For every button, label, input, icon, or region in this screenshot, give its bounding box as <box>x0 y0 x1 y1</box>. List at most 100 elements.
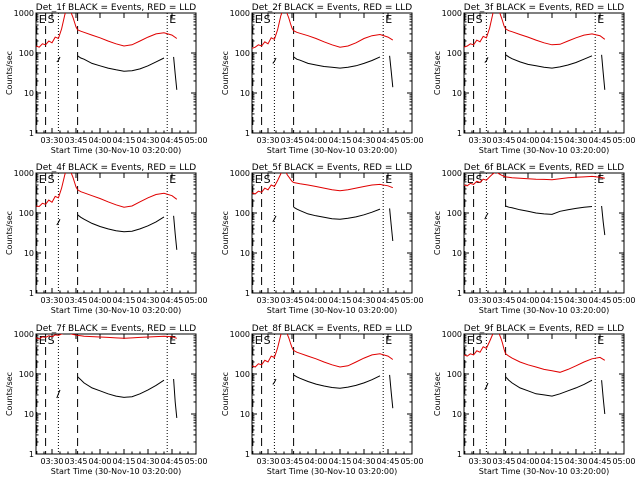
marker-label: S <box>264 13 271 26</box>
x-tick-label: 04:30 <box>564 457 587 466</box>
x-tick-label: 03:30 <box>468 457 491 466</box>
panel-5: Det_5f BLACK = Events, RED = LLD 1 10 100 10… <box>221 163 424 315</box>
x-tick-label: 05:00 <box>184 136 207 145</box>
series-2-line-1 <box>56 56 61 63</box>
series-2-line-2 <box>293 374 381 389</box>
y-tick-label: 1000 <box>14 169 34 178</box>
series-1-line-1 <box>36 13 178 48</box>
series-2-line-2 <box>293 206 381 220</box>
x-tick-label: 03:45 <box>492 136 515 145</box>
y-tick-label: 1 <box>29 450 34 459</box>
y-tick-label: 100 <box>19 209 34 218</box>
y-tick-label: 1000 <box>230 330 250 339</box>
x-tick-label: 04:00 <box>304 457 327 466</box>
y-tick-label: 1 <box>457 450 462 459</box>
x-tick-label: 03:30 <box>256 136 279 145</box>
series-2-line-3 <box>389 374 394 409</box>
x-tick-label: 04:15 <box>328 136 351 145</box>
marker-label: S <box>476 334 483 347</box>
x-tick-label: 04:45 <box>160 136 183 145</box>
x-axis-label: Start Time (30-Nov-10 03:20:00) <box>479 146 609 155</box>
series-2-line-3 <box>389 208 394 242</box>
x-tick-label: 04:45 <box>376 457 399 466</box>
y-tick-label: 1000 <box>14 330 34 339</box>
x-tick-label: 04:15 <box>540 296 563 305</box>
x-tick-label: 04:30 <box>564 296 587 305</box>
x-tick-label: 04:15 <box>328 457 351 466</box>
y-tick-label: 10 <box>452 410 462 419</box>
series-2-line-1 <box>484 382 489 391</box>
marker-label: E <box>39 13 46 26</box>
x-tick-label: 04:15 <box>112 296 135 305</box>
x-tick-label: 03:30 <box>40 296 63 305</box>
axes-frame <box>251 172 413 294</box>
y-tick-label: 1000 <box>230 9 250 18</box>
x-tick-label: 05:00 <box>612 136 635 145</box>
x-tick-label: 04:15 <box>112 457 135 466</box>
y-axis-label: Counts/sec <box>433 51 442 95</box>
panel-title: Det_6f BLACK = Events, RED = LLD <box>464 163 624 173</box>
series-2-line-3 <box>389 55 394 88</box>
x-tick-label: 04:45 <box>160 296 183 305</box>
y-tick-label: 100 <box>235 209 250 218</box>
y-tick-label: 100 <box>447 49 462 58</box>
x-tick-label: 04:30 <box>352 296 375 305</box>
x-tick-label: 04:15 <box>540 136 563 145</box>
x-tick-label: 04:00 <box>516 457 539 466</box>
x-tick-label: 04:15 <box>540 457 563 466</box>
y-tick-label: 1 <box>245 289 250 298</box>
series-2-line-2 <box>293 56 381 69</box>
x-tick-label: 04:45 <box>376 296 399 305</box>
marker-label: E <box>597 173 604 186</box>
marker-label: E <box>169 334 176 347</box>
y-tick-label: 10 <box>240 89 250 98</box>
panel-title: Det_5f BLACK = Events, RED = LLD <box>252 163 412 173</box>
marker-label: S <box>48 13 55 26</box>
series-2-line-3 <box>601 54 606 90</box>
x-tick-label: 03:45 <box>492 457 515 466</box>
marker-label: E <box>385 173 392 186</box>
marker-label: E <box>39 334 46 347</box>
y-tick-label: 1 <box>245 450 250 459</box>
marker-label: S <box>476 173 483 186</box>
x-tick-label: 05:00 <box>400 136 423 145</box>
x-tick-label: 03:45 <box>64 136 87 145</box>
marker-label: E <box>467 334 474 347</box>
panel-title: Det_9f BLACK = Events, RED = LLD <box>464 324 624 334</box>
y-tick-label: 1000 <box>230 169 250 178</box>
x-tick-label: 04:30 <box>136 136 159 145</box>
series-2-line-1 <box>56 218 61 226</box>
x-tick-label: 05:00 <box>612 296 635 305</box>
y-tick-label: 100 <box>447 209 462 218</box>
x-tick-label: 05:00 <box>184 296 207 305</box>
marker-label: E <box>385 13 392 26</box>
y-axis-label: Counts/sec <box>433 211 442 255</box>
panel-title: Det_8f BLACK = Events, RED = LLD <box>252 324 412 334</box>
x-tick-label: 04:45 <box>588 136 611 145</box>
y-axis-label: Counts/sec <box>221 211 230 255</box>
marker-label: E <box>597 13 604 26</box>
marker-label: E <box>255 173 262 186</box>
y-tick-label: 1 <box>457 129 462 138</box>
x-axis-label: Start Time (30-Nov-10 03:20:00) <box>479 306 609 315</box>
x-tick-label: 03:45 <box>64 457 87 466</box>
x-tick-label: 04:00 <box>88 457 111 466</box>
x-tick-label: 04:00 <box>304 296 327 305</box>
series-2-line-1 <box>56 389 61 399</box>
x-tick-label: 04:30 <box>352 136 375 145</box>
series-2-line-3 <box>173 56 178 90</box>
marker-label: E <box>169 173 176 186</box>
marker-label: S <box>264 173 271 186</box>
y-tick-label: 100 <box>235 370 250 379</box>
marker-label: E <box>467 173 474 186</box>
y-tick-label: 10 <box>452 89 462 98</box>
y-tick-label: 100 <box>19 370 34 379</box>
panel-2: Det_2f BLACK = Events, RED = LLD 1 10 100 10… <box>221 3 424 155</box>
marker-label: E <box>597 334 604 347</box>
series-1-line-1 <box>252 13 394 49</box>
series-2-line-2 <box>77 55 165 72</box>
series-2-line-3 <box>173 378 178 418</box>
marker-label: S <box>48 334 55 347</box>
series-1-line-1 <box>464 13 606 48</box>
